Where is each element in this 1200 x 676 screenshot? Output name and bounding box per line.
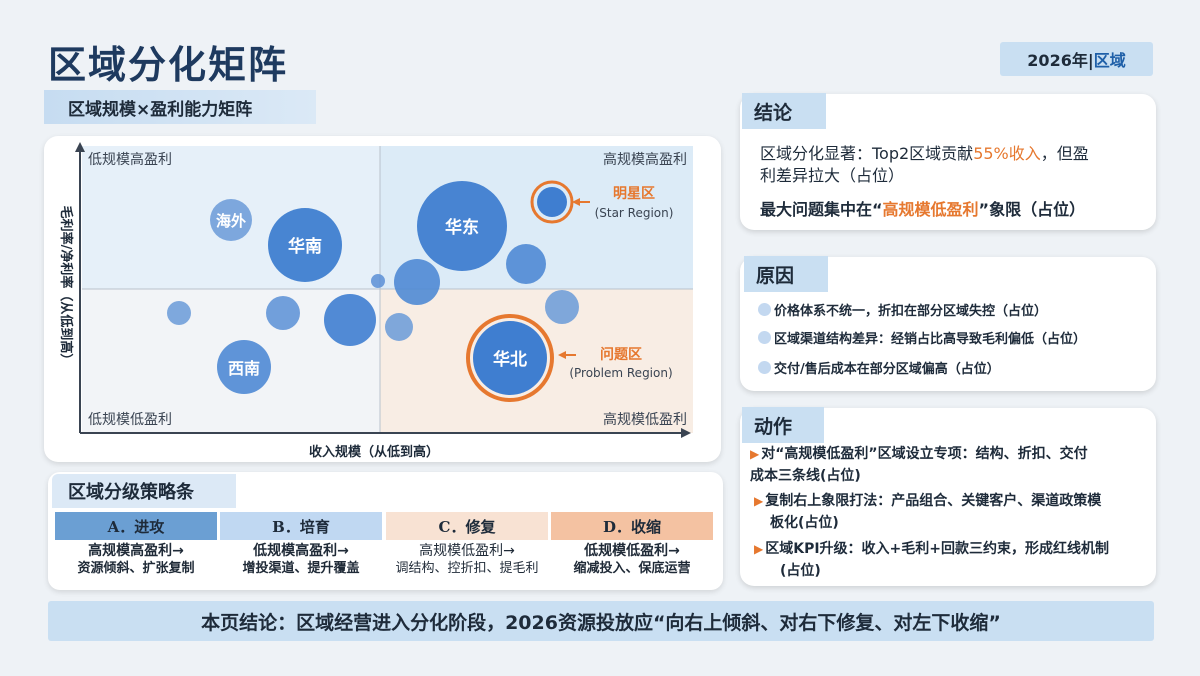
strategy-column-cultivate: B．培育 低规模高盈利→ 增投渠道、提升覆盖 xyxy=(220,512,382,577)
year-scope-tag: 2026年| 区域 xyxy=(1000,42,1153,76)
page-title: 区域分化矩阵 xyxy=(48,43,289,87)
bubble-label-huanan: 华南 xyxy=(288,236,322,257)
problem-region-label: 问题区 xyxy=(600,346,642,363)
triangle-bullet-icon: ▶ xyxy=(754,494,764,508)
bubble-huadong xyxy=(417,181,507,271)
bubble-medium xyxy=(394,259,440,305)
bubble-xinan xyxy=(217,340,271,394)
conclusion-highlight-revenue: 55%收入 xyxy=(973,144,1041,163)
conclusion-line-c-pre: 最大问题集中在“ xyxy=(760,200,883,219)
strategy-head: B．培育 xyxy=(220,512,382,540)
bubble-haiwai xyxy=(210,199,252,241)
bubble-small xyxy=(545,290,579,324)
conclusion-line-a-pre: 区域分化显著：Top2区域贡献 xyxy=(760,144,974,163)
x-axis-arrow-icon xyxy=(681,428,691,438)
problem-region-sublabel: (Problem Region) xyxy=(569,366,672,380)
conclusion-line-b: 利差异拉大（占位） xyxy=(760,166,905,185)
bubble-label-xinan: 西南 xyxy=(228,359,260,378)
reasons-tab: 原因 xyxy=(744,256,828,292)
bubble-small xyxy=(371,274,385,288)
strategy-action: 调结构、控折扣、提毛利 xyxy=(395,561,539,576)
action-text-line2: 成本三条线(占位) xyxy=(750,468,861,484)
quadrant-label-top-left: 低规模高盈利 xyxy=(88,151,172,168)
strategy-action: 资源倾斜、扩张复制 xyxy=(77,561,195,576)
strategy-target: 低规模低盈利→ xyxy=(584,543,680,559)
reason-item: 价格体系不统一，折扣在部分区域失控（占位） xyxy=(758,300,1047,319)
bubble-label-haiwai: 海外 xyxy=(216,212,246,230)
conclusion-tab: 结论 xyxy=(742,93,826,129)
star-region-label: 明星区 xyxy=(613,186,655,202)
quadrant-label-top-right: 高规模高盈利 xyxy=(603,151,687,168)
conclusion-line-c-post: ”象限（占位） xyxy=(978,200,1086,219)
action-item: ▶ 区域KPI升级：收入+毛利+回款三约束，形成红线机制 (占位) xyxy=(754,538,1109,582)
y-axis-label: 毛利率/净利率（从低到高） xyxy=(58,206,74,367)
strategy-head: A．进攻 xyxy=(55,512,217,540)
reason-text: 价格体系不统一，折扣在部分区域失控（占位） xyxy=(774,304,1048,319)
strategy-column-shrink: D．收缩 低规模低盈利→ 缩减投入、保底运营 xyxy=(551,512,713,577)
y-axis-arrow-icon xyxy=(75,142,85,152)
bubble-star xyxy=(537,187,567,217)
action-text-line1: 复制右上象限打法：产品组合、关键客户、渠道政策模 xyxy=(765,493,1102,509)
strategy-head: D．收缩 xyxy=(551,512,713,540)
matrix-chart: 低规模高盈利 高规模高盈利 低规模低盈利 高规模低盈利 收入规模（从低到高） 毛… xyxy=(58,142,693,460)
bullet-dot-icon xyxy=(758,331,771,344)
strategy-head: C．修复 xyxy=(386,512,548,540)
action-text-line2: (占位) xyxy=(780,563,821,579)
bubble-small xyxy=(385,313,413,341)
actions-tab: 动作 xyxy=(742,407,824,443)
problem-region-ring xyxy=(466,314,554,402)
bubble-label-huabei: 华北 xyxy=(493,349,527,370)
action-item: ▶ 对“高规模低盈利”区域设立专项：结构、折扣、交付 成本三条线(占位) xyxy=(750,443,1088,487)
strategy-target: 高规模低盈利→ xyxy=(419,543,515,559)
bubble-small xyxy=(266,296,300,330)
reason-text: 交付/售后成本在部分区域偏高（占位） xyxy=(774,362,1000,377)
action-item: ▶ 复制右上象限打法：产品组合、关键客户、渠道政策模 板化(占位) xyxy=(754,490,1101,534)
quadrant-label-bottom-left: 低规模低盈利 xyxy=(88,412,172,428)
bubble-small xyxy=(167,301,191,325)
bottom-conclusion-bar: 本页结论：区域经营进入分化阶段，2026资源投放应“向右上倾斜、对右下修复、对左… xyxy=(48,601,1154,641)
conclusion-line-c: 最大问题集中在“高规模低盈利”象限（占位） xyxy=(760,199,1085,221)
conclusion-highlight-quadrant: 高规模低盈利 xyxy=(882,200,979,219)
strategy-column-repair: C．修复 高规模低盈利→ 调结构、控折扣、提毛利 xyxy=(386,512,548,577)
reason-text: 区域渠道结构差异：经销占比高导致毛利偏低（占位） xyxy=(774,332,1087,347)
bullet-dot-icon xyxy=(758,361,771,374)
star-region-sublabel: (Star Region) xyxy=(595,206,674,220)
reason-item: 交付/售后成本在部分区域偏高（占位） xyxy=(758,358,1000,377)
triangle-bullet-icon: ▶ xyxy=(750,447,760,461)
bullet-dot-icon xyxy=(758,303,771,316)
strategy-target: 高规模高盈利→ xyxy=(88,543,184,559)
bubble-label-huadong: 华东 xyxy=(445,217,479,238)
triangle-bullet-icon: ▶ xyxy=(754,542,764,556)
strategy-action: 增投渠道、提升覆盖 xyxy=(242,561,360,576)
year-label: 2026年| xyxy=(1027,51,1094,70)
action-text-line1: 区域KPI升级：收入+毛利+回款三约束，形成红线机制 xyxy=(765,541,1110,557)
quadrant-label-bottom-right: 高规模低盈利 xyxy=(603,411,687,428)
problem-arrow-icon xyxy=(558,351,566,359)
strategy-tab-title: 区域分级策略条 xyxy=(52,474,236,508)
bubble-medium xyxy=(506,244,546,284)
bubble-huabei xyxy=(473,321,547,395)
conclusion-line-a: 区域分化显著：Top2区域贡献55%收入，但盈 xyxy=(760,143,1089,165)
star-arrow-icon xyxy=(572,198,580,206)
matrix-card: 低规模高盈利 高规模高盈利 低规模低盈利 高规模低盈利 收入规模（从低到高） 毛… xyxy=(44,136,721,462)
x-axis-label: 收入规模（从低到高） xyxy=(309,444,439,460)
action-text-line1: 对“高规模低盈利”区域设立专项：结构、折扣、交付 xyxy=(761,446,1088,462)
bubble-medium xyxy=(324,294,376,346)
action-text-line2: 板化(占位) xyxy=(770,515,839,531)
matrix-tab-title: 区域规模×盈利能力矩阵 xyxy=(44,90,316,124)
strategy-column-attack: A．进攻 高规模高盈利→ 资源倾斜、扩张复制 xyxy=(55,512,217,577)
strategy-target: 低规模高盈利→ xyxy=(253,543,349,559)
bubble-huanan xyxy=(268,208,342,282)
conclusion-line-a-post: ，但盈 xyxy=(1040,144,1089,163)
reason-item: 区域渠道结构差异：经销占比高导致毛利偏低（占位） xyxy=(758,328,1086,347)
strategy-action: 缩减投入、保底运营 xyxy=(573,561,691,576)
scope-label: 区域 xyxy=(1093,51,1126,70)
